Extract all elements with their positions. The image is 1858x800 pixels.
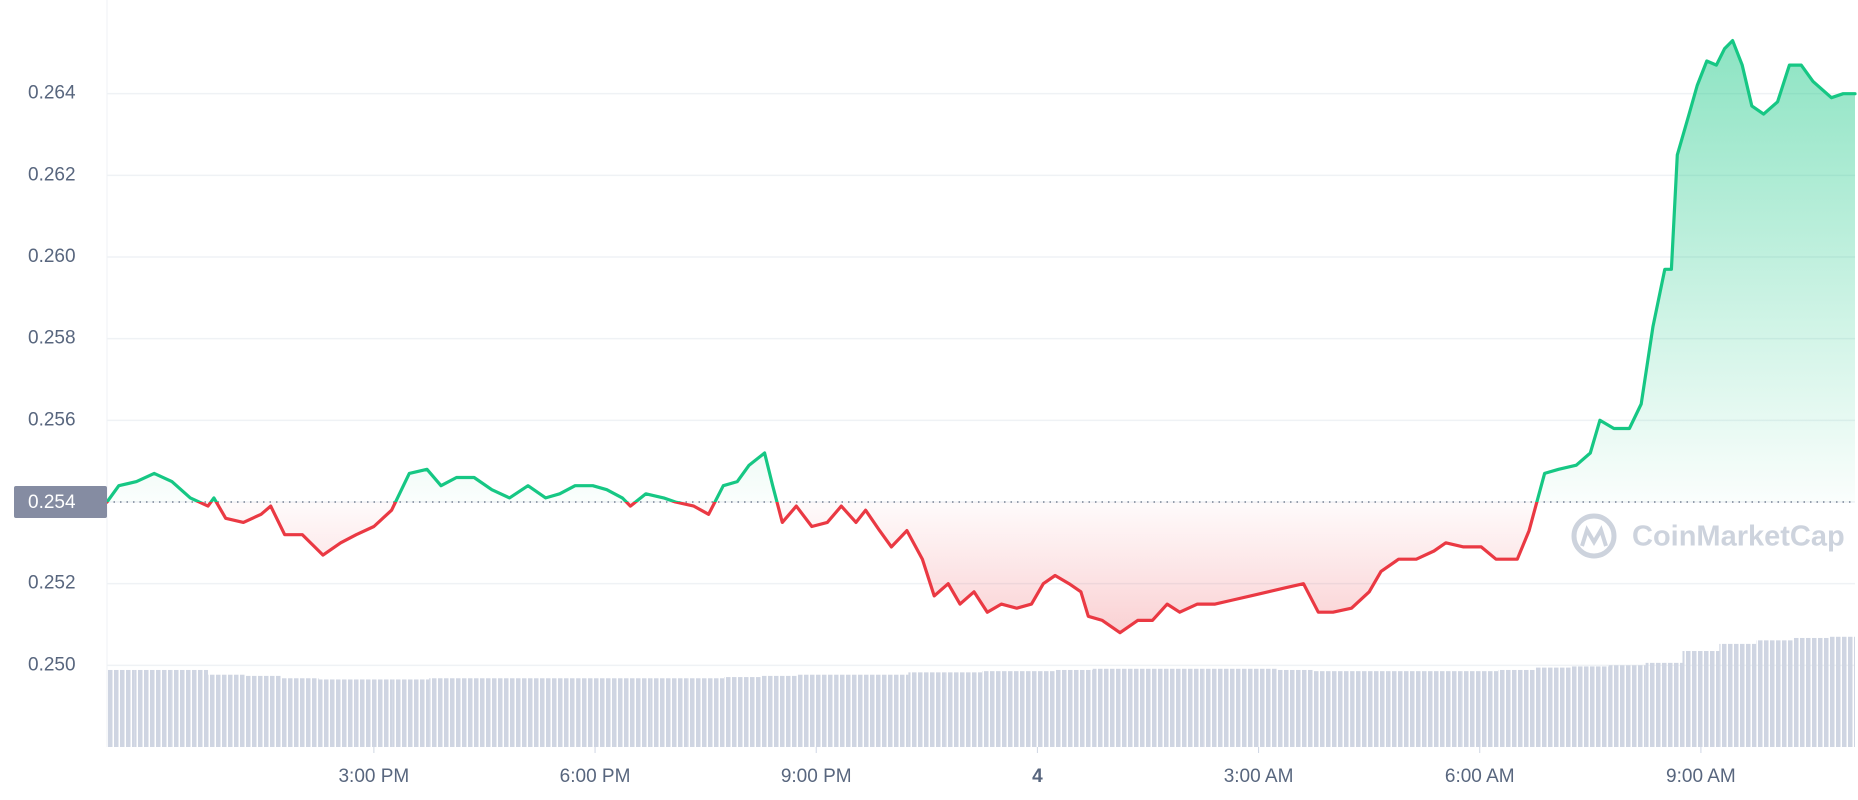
y-tick-label: 0.258 (28, 328, 76, 349)
watermark-logo-mark (1580, 525, 1608, 547)
volume-bar (1424, 671, 1462, 747)
volume-bar (1793, 637, 1830, 747)
price-line (105, 39, 1857, 635)
y-tick-label: 0.250 (28, 654, 76, 675)
volume-bar (1571, 666, 1609, 747)
volume-bars (107, 636, 1855, 747)
area (107, 40, 1855, 633)
volume-bar (1055, 669, 1093, 747)
volume-bar (1018, 671, 1056, 747)
volume-bar (1461, 671, 1499, 747)
y-tick-label: 0.262 (28, 164, 76, 185)
volume-bar (244, 675, 282, 747)
volume-bar (502, 678, 540, 747)
baseline-label-box (14, 486, 107, 518)
volume-bar (1645, 662, 1683, 747)
volume-bar (1203, 668, 1241, 747)
y-tick-label: 0.252 (28, 573, 76, 594)
x-tick-label: 3:00 AM (1224, 766, 1294, 787)
x-tick-label: 6:00 PM (560, 766, 631, 787)
volume-bar (208, 674, 245, 747)
volume-bar (539, 678, 577, 747)
watermark-text: CoinMarketCap (1632, 521, 1845, 553)
volume-bar (1829, 636, 1855, 747)
volume-bar (1092, 668, 1130, 747)
baseline-label: 0.254 (28, 492, 76, 513)
volume-bar (1719, 643, 1757, 747)
volume-bar (134, 669, 172, 747)
volume-bar (982, 671, 1019, 747)
volume-bar (355, 679, 393, 747)
volume-bar (908, 672, 946, 747)
volume-bar (466, 678, 503, 747)
volume-bar (1240, 668, 1278, 747)
volume-bar (318, 679, 356, 747)
watermark-logo (1571, 513, 1617, 559)
volume-bar (1350, 671, 1388, 747)
y-tick-label: 0.260 (28, 246, 76, 267)
volume-bar (1313, 671, 1351, 747)
volume-bar (1608, 665, 1646, 747)
volume-bar (429, 678, 467, 747)
volume-bar (834, 674, 872, 747)
volume-bar (1756, 640, 1794, 747)
volume-bar (1277, 669, 1314, 747)
volume-bar (576, 678, 614, 747)
volume-bar (945, 672, 983, 747)
volume-bar (107, 669, 135, 747)
volume-bar (1535, 667, 1572, 747)
plot (105, 39, 1857, 635)
volume-bar (1129, 668, 1167, 747)
x-tick-label: 3:00 PM (338, 766, 409, 787)
volume-bar (281, 678, 319, 747)
x-tick-label: 4 (1032, 766, 1043, 787)
volume-bar (1682, 651, 1720, 747)
volume-bar (871, 674, 909, 747)
x-tick-label: 6:00 AM (1445, 766, 1515, 787)
y-tick-label: 0.256 (28, 409, 76, 430)
volume-bar (650, 678, 688, 747)
volume-bar (687, 678, 725, 747)
volume-bar (797, 674, 835, 747)
volume-bar (613, 678, 651, 747)
x-tick-label: 9:00 PM (781, 766, 852, 787)
volume-bar (1166, 668, 1204, 747)
volume-bar (392, 679, 430, 747)
volume-bar (171, 669, 209, 747)
volume-bar (1498, 669, 1536, 747)
x-tick-label: 9:00 AM (1666, 766, 1736, 787)
labels: 0.250 0.252 0.254 0.256 0.258 0.260 0.262 0.264… (14, 83, 1736, 787)
volume-bar (724, 677, 761, 747)
watermark: CoinMarketCap (1571, 513, 1845, 559)
y-tick-label: 0.264 (28, 83, 76, 104)
volume-bar (1387, 671, 1425, 747)
volume-bar (760, 675, 798, 747)
